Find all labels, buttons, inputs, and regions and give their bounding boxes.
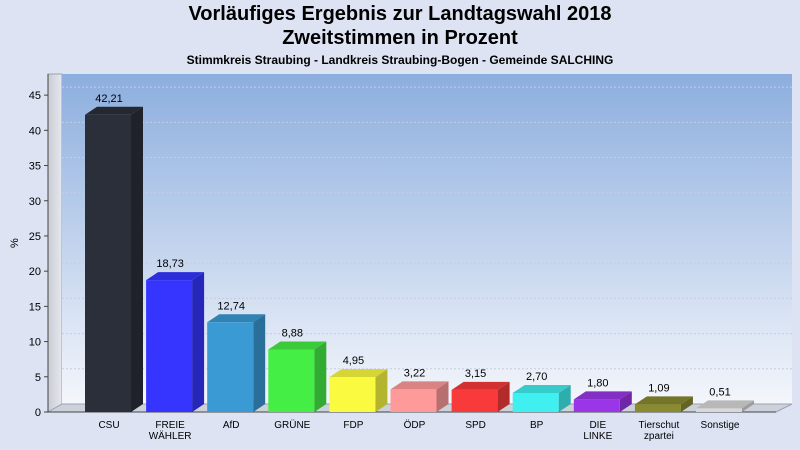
bar-side [375,369,388,412]
data-label: 1,80 [587,377,608,389]
bar-group: 3,22 [390,367,449,412]
bar-top [634,396,693,405]
data-label: 3,15 [465,368,486,380]
y-tick-label: 25 [29,231,41,243]
bar-top [696,400,754,409]
bar [573,399,620,412]
category-label: BP [530,420,544,431]
data-label: 8,88 [282,327,303,339]
bar-group: 8,88 [268,327,327,412]
category-label: DIE [589,420,606,431]
plot-left-wall [47,73,63,413]
bar [451,389,498,412]
data-label: 2,70 [526,371,547,383]
category-label: FDP [343,420,363,431]
bar [696,408,742,412]
chart-region: Stimmkreis Straubing - Landkreis Straubi… [186,53,614,67]
data-label: 4,95 [343,355,364,367]
y-tick-label: 0 [35,407,41,419]
bar-group: 18,73 [146,258,205,412]
bar [85,114,131,413]
y-tick-label: 45 [29,90,41,102]
y-tick-label: 5 [35,372,41,384]
category-label: SPD [465,420,486,431]
chart-title: Vorläufiges Ergebnis zur Landtagswahl 20… [188,3,612,25]
bar-side [253,314,266,412]
bar-side [558,384,571,412]
data-label: 1,09 [648,382,669,394]
category-label: zpartei [644,431,674,442]
bar-side [680,396,693,412]
bar-side [497,381,510,412]
y-tick-label: 30 [29,196,41,208]
bar [207,322,254,412]
bar-group: 4,95 [329,355,388,412]
bar-top [451,381,510,390]
bar-top [268,341,327,350]
y-tick-label: 15 [29,301,41,313]
chart-subtitle: Zweitstimmen in Prozent [282,27,518,49]
category-label: Tierschut [639,420,680,431]
bar-top [512,384,571,393]
bar [329,377,376,412]
category-label: CSU [98,420,119,431]
bar-group: 1,09 [634,382,693,412]
bar [268,349,315,412]
bar-top [390,381,449,390]
category-label: FREIE [155,420,185,431]
y-tick-label: 10 [29,337,41,349]
category-label: AfD [223,420,240,431]
data-label: 42,21 [95,93,123,105]
bar [146,280,193,412]
bar [634,404,681,412]
category-label: LINKE [583,431,612,442]
bar-side [742,400,754,412]
bar-side [436,381,449,412]
data-label: 12,74 [217,300,245,312]
bar-side [192,272,205,412]
category-label: WÄHLER [149,430,192,442]
bar-group: 0,51 [696,386,754,412]
bar-top [85,106,143,115]
y-tick-label: 40 [29,125,41,137]
y-axis-label: % [9,238,21,248]
bar-top [207,314,266,323]
category-label: GRÜNE [274,419,310,431]
bar-group: 1,80 [573,377,632,412]
bar-top [329,369,388,378]
bar [512,392,559,412]
data-label: 3,22 [404,367,425,379]
bar-top [146,272,205,281]
data-label: 0,51 [709,386,730,398]
bar-side [314,341,327,412]
y-tick-label: 35 [29,161,41,173]
category-label: ÖDP [404,419,426,431]
data-label: 18,73 [156,258,184,270]
y-tick-label: 20 [29,266,41,278]
bar-top [573,391,632,400]
bar [390,389,437,412]
bar-group: 2,70 [512,371,571,412]
bar-group: 42,21 [85,93,143,413]
category-label: Sonstige [701,420,740,431]
bar-side [131,106,143,413]
bar-group: 3,15 [451,368,510,412]
bar-group: 12,74 [207,300,266,412]
bar-side [619,391,632,412]
